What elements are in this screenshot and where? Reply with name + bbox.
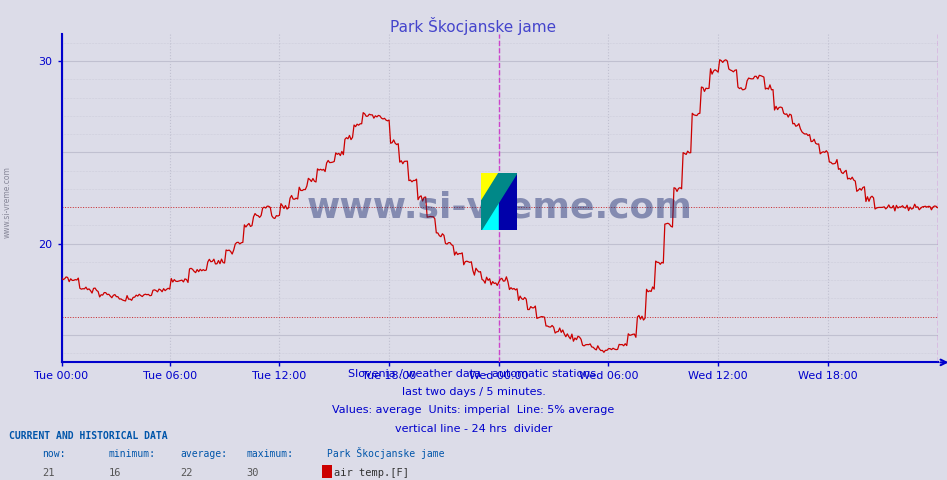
Text: www.si-vreme.com: www.si-vreme.com (3, 166, 12, 238)
Text: last two days / 5 minutes.: last two days / 5 minutes. (402, 387, 545, 397)
Text: CURRENT AND HISTORICAL DATA: CURRENT AND HISTORICAL DATA (9, 431, 169, 441)
Text: now:: now: (43, 449, 66, 459)
Text: vertical line - 24 hrs  divider: vertical line - 24 hrs divider (395, 423, 552, 433)
Polygon shape (481, 173, 517, 230)
Text: average:: average: (180, 449, 227, 459)
Polygon shape (481, 173, 499, 202)
Text: minimum:: minimum: (109, 449, 156, 459)
Text: Slovenia / weather data - automatic stations.: Slovenia / weather data - automatic stat… (348, 369, 599, 379)
Polygon shape (499, 173, 517, 230)
Text: Park Škocjanske jame: Park Škocjanske jame (327, 447, 444, 459)
Text: Park Škocjanske jame: Park Škocjanske jame (390, 17, 557, 35)
Text: www.si-vreme.com: www.si-vreme.com (307, 191, 692, 225)
Text: 22: 22 (180, 468, 192, 478)
Text: 16: 16 (109, 468, 121, 478)
Text: air temp.[F]: air temp.[F] (334, 468, 409, 478)
Polygon shape (481, 202, 499, 230)
Text: 30: 30 (246, 468, 259, 478)
Text: Values: average  Units: imperial  Line: 5% average: Values: average Units: imperial Line: 5%… (332, 405, 615, 415)
Text: maximum:: maximum: (246, 449, 294, 459)
Text: 21: 21 (43, 468, 55, 478)
